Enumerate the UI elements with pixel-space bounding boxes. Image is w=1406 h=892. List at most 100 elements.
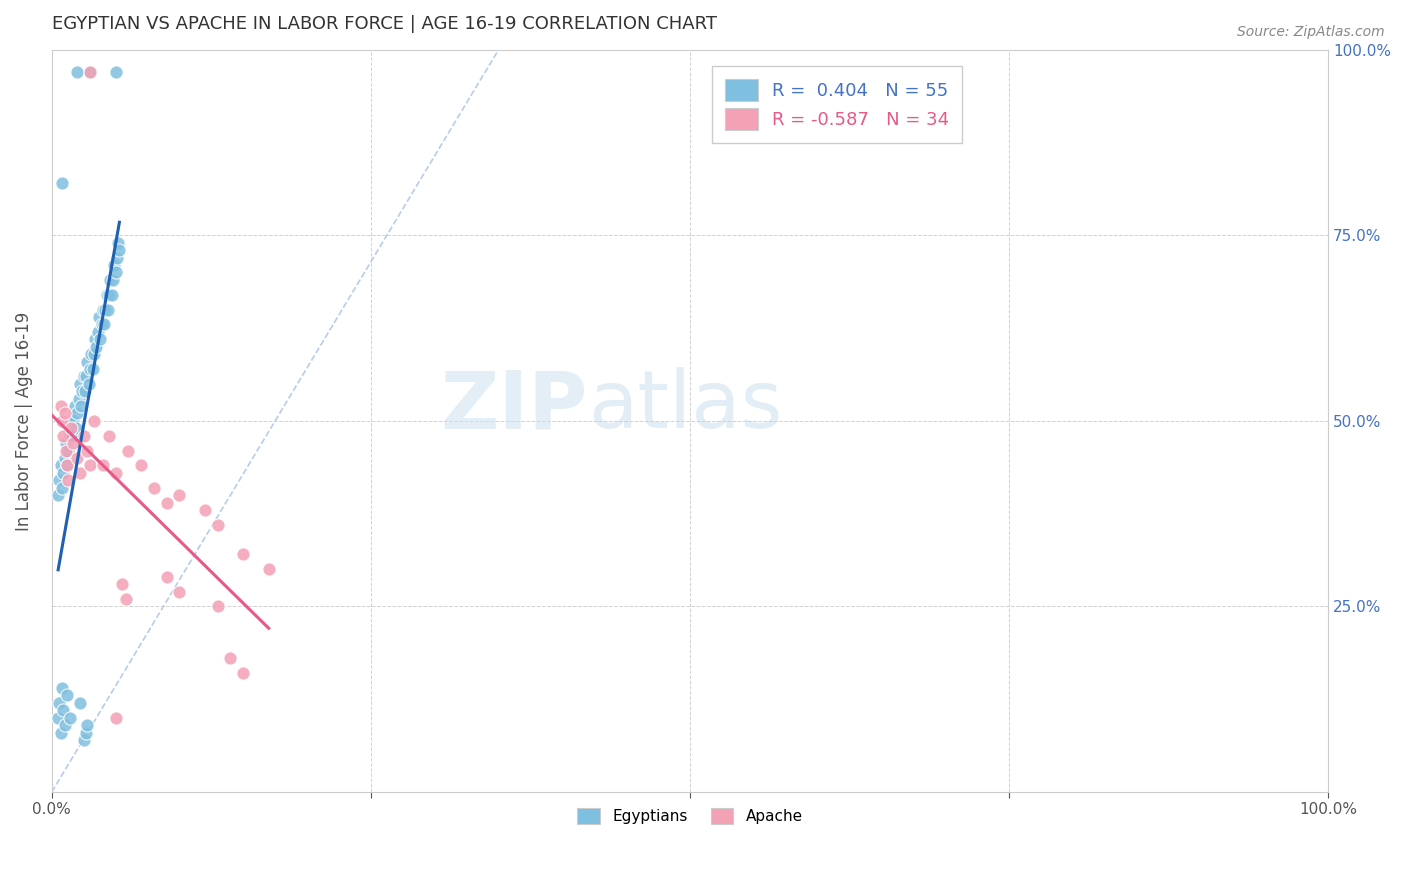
Point [58,443,80,458]
Point [86,340,108,354]
Point [56,458,79,473]
Point [48,473,70,487]
Point [98,287,121,301]
Point [104,65,127,79]
Point [104,466,127,480]
Text: atlas: atlas [588,367,782,445]
Point [67,392,90,406]
Point [207,517,229,532]
Point [207,599,229,614]
Point [60,428,83,442]
Point [97,302,120,317]
Point [62,436,84,450]
Point [219,651,242,665]
Point [100,273,122,287]
Point [59,711,82,725]
Point [55,443,77,458]
Point [59,414,82,428]
Point [49,399,72,413]
Point [52,428,75,442]
Point [93,318,115,332]
Point [156,495,179,509]
Point [73,369,96,384]
Point [65,421,87,435]
Point [51,681,73,695]
Point [58,473,80,487]
Point [76,718,98,732]
Point [232,548,254,562]
Point [101,273,124,287]
Point [73,733,96,747]
Point [62,414,84,428]
Point [86,325,108,339]
Point [77,376,100,391]
Point [80,347,103,361]
Point [104,711,127,725]
Point [107,235,129,250]
Point [73,384,96,399]
Point [79,458,101,473]
Point [52,466,75,480]
Y-axis label: In Labor Force | Age 16-19: In Labor Force | Age 16-19 [15,311,32,531]
Point [89,332,111,346]
Point [49,725,72,739]
Point [69,466,91,480]
Point [46,488,69,502]
Point [76,443,98,458]
Point [53,718,76,732]
Point [72,384,94,399]
Point [66,65,89,79]
Point [87,310,110,324]
Point [55,436,77,450]
Point [79,65,101,79]
Point [94,302,117,317]
Point [51,481,73,495]
Point [98,428,121,442]
Point [69,696,91,710]
Point [69,376,91,391]
Point [79,65,101,79]
Point [66,450,89,465]
Point [111,577,134,591]
Point [108,244,131,258]
Point [75,369,97,384]
Point [53,450,76,465]
Point [104,265,127,279]
Point [90,318,112,332]
Point [73,428,96,442]
Point [51,414,73,428]
Point [66,407,89,421]
Point [142,481,165,495]
Text: ZIP: ZIP [440,367,588,445]
Point [75,725,97,739]
Point [96,287,118,301]
Point [232,666,254,681]
Point [84,332,107,346]
Point [103,258,125,272]
Point [48,696,70,710]
Point [117,443,139,458]
Point [52,703,75,717]
Point [59,428,82,442]
Point [91,302,114,317]
Point [70,399,93,413]
Point [63,399,86,413]
Point [91,458,114,473]
Point [46,711,69,725]
Point [194,503,217,517]
Point [114,592,136,607]
Text: Source: ZipAtlas.com: Source: ZipAtlas.com [1237,25,1385,39]
Point [257,562,280,576]
Point [76,354,98,368]
Point [169,584,191,599]
Point [56,689,79,703]
Point [169,488,191,502]
Point [82,362,104,376]
Point [53,407,76,421]
Point [129,458,152,473]
Point [100,287,122,301]
Point [105,251,128,265]
Point [79,362,101,376]
Text: EGYPTIAN VS APACHE IN LABOR FORCE | AGE 16-19 CORRELATION CHART: EGYPTIAN VS APACHE IN LABOR FORCE | AGE … [52,15,717,33]
Point [49,458,72,473]
